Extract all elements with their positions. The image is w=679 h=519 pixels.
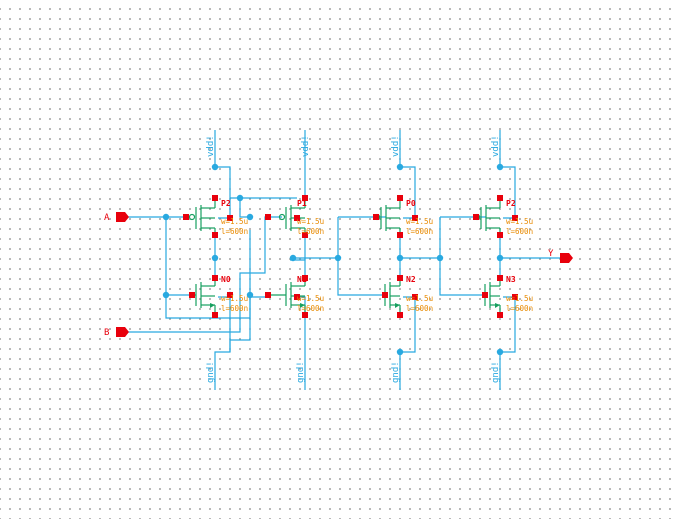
instance-labels: P2 w=1.5u l=600n P1 w=1.5u l=600n P0 w=1… xyxy=(221,199,533,313)
instance-name: N2 xyxy=(406,275,416,284)
junction-dots xyxy=(162,163,504,356)
net-A xyxy=(125,216,268,319)
instance-width: w=1.5u xyxy=(221,294,248,303)
instance-width: w=1.5u xyxy=(506,217,533,226)
instance-width: w=1.5u xyxy=(506,294,533,303)
gnd-label: gnd! xyxy=(206,361,216,383)
vdd-label: vdd! xyxy=(206,135,216,157)
instance-name: P1 xyxy=(297,199,307,208)
instance-name: P0 xyxy=(406,199,416,208)
instance-length: l=600n xyxy=(221,304,248,313)
gnd-label: gnd! xyxy=(296,361,306,383)
pmos-P1[interactable] xyxy=(278,198,306,235)
instance-width: w=1.5u xyxy=(221,217,248,226)
instance-length: l=600n xyxy=(221,227,248,236)
instance-length: l=600n xyxy=(406,304,433,313)
pin-label-B: B xyxy=(104,328,109,338)
pmos-P2-left[interactable] xyxy=(186,198,216,235)
vdd-label: vdd! xyxy=(301,135,311,157)
instance-length: l=600n xyxy=(506,227,533,236)
input-pin-A[interactable]: A xyxy=(104,212,129,223)
vdd-label: vdd! xyxy=(491,135,501,157)
gnd-label: gnd! xyxy=(491,361,501,383)
pin-label-A: A xyxy=(104,213,110,223)
instance-name: N1 xyxy=(297,275,307,284)
output-pin-Y[interactable]: Y xyxy=(548,249,573,263)
ground-labels: gnd! gnd! gnd! gnd! xyxy=(206,361,501,383)
instance-name: N0 xyxy=(221,275,231,284)
vdd-label: vdd! xyxy=(391,135,401,157)
pin-label-Y: Y xyxy=(548,249,554,259)
instance-name: P2 xyxy=(506,199,516,208)
instance-width: w=1.5u xyxy=(406,217,433,226)
instance-length: l=600n xyxy=(297,227,324,236)
input-pin-B[interactable]: B xyxy=(104,327,129,338)
gnd-label: gnd! xyxy=(391,361,401,383)
instance-length: l=600n xyxy=(506,304,533,313)
nmos-N0[interactable] xyxy=(192,278,216,315)
pmos-P0[interactable] xyxy=(373,198,401,235)
instance-name: P2 xyxy=(221,199,231,208)
instance-width: w=1.5u xyxy=(297,217,324,226)
instance-length: l=600n xyxy=(406,227,433,236)
supply-labels: vdd! vdd! vdd! vdd! xyxy=(206,135,501,157)
instance-length: l=600n xyxy=(297,304,324,313)
instance-width: w=1.5u xyxy=(297,294,324,303)
vdd-rails xyxy=(214,130,516,390)
instance-width: w=1.5u xyxy=(406,294,433,303)
terminal-pins[interactable] xyxy=(183,195,518,318)
instance-name: N3 xyxy=(506,275,516,284)
